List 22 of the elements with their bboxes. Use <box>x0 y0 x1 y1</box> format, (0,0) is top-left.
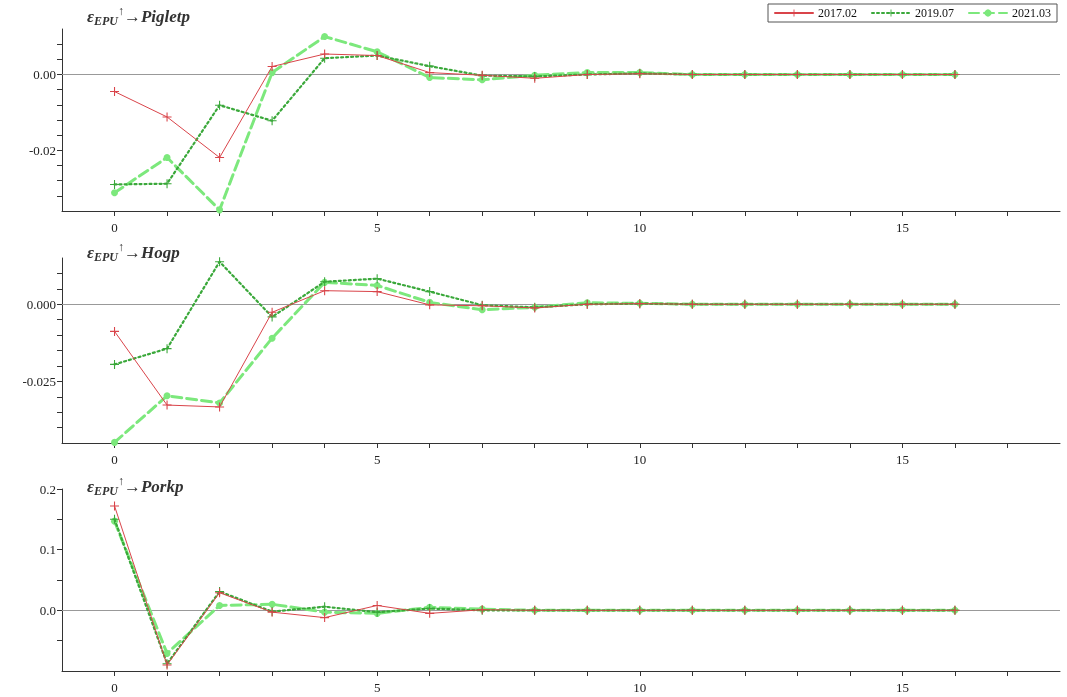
x-tick-label: 15 <box>895 220 909 235</box>
x-tick-label: 15 <box>895 452 909 467</box>
x-tick-label: 10 <box>633 220 647 235</box>
x-tick-label: 10 <box>633 680 647 695</box>
x-tick-label: 0 <box>111 220 118 235</box>
x-tick-label: 5 <box>373 452 381 467</box>
x-tick-label: 0 <box>111 680 118 695</box>
legend-label: 2019.07 <box>915 6 954 20</box>
x-tick-label: 10 <box>633 452 647 467</box>
y-tick-label: -0.02 <box>28 142 56 158</box>
y-tick-label: -0.025 <box>22 373 56 389</box>
y-tick-label: 0.2 <box>39 481 56 497</box>
legend-label: 2017.02 <box>818 6 857 20</box>
y-tick-label: 0.000 <box>26 296 56 312</box>
legend-label: 2021.03 <box>1012 6 1051 20</box>
y-tick-label: 0.00 <box>33 67 56 82</box>
x-tick-label: 5 <box>373 220 381 235</box>
y-tick-label: 0.0 <box>39 602 56 618</box>
x-tick-label: 5 <box>373 680 381 695</box>
x-tick-label: 15 <box>895 680 909 695</box>
y-tick-label: 0.1 <box>39 542 56 558</box>
x-tick-label: 0 <box>111 452 118 467</box>
